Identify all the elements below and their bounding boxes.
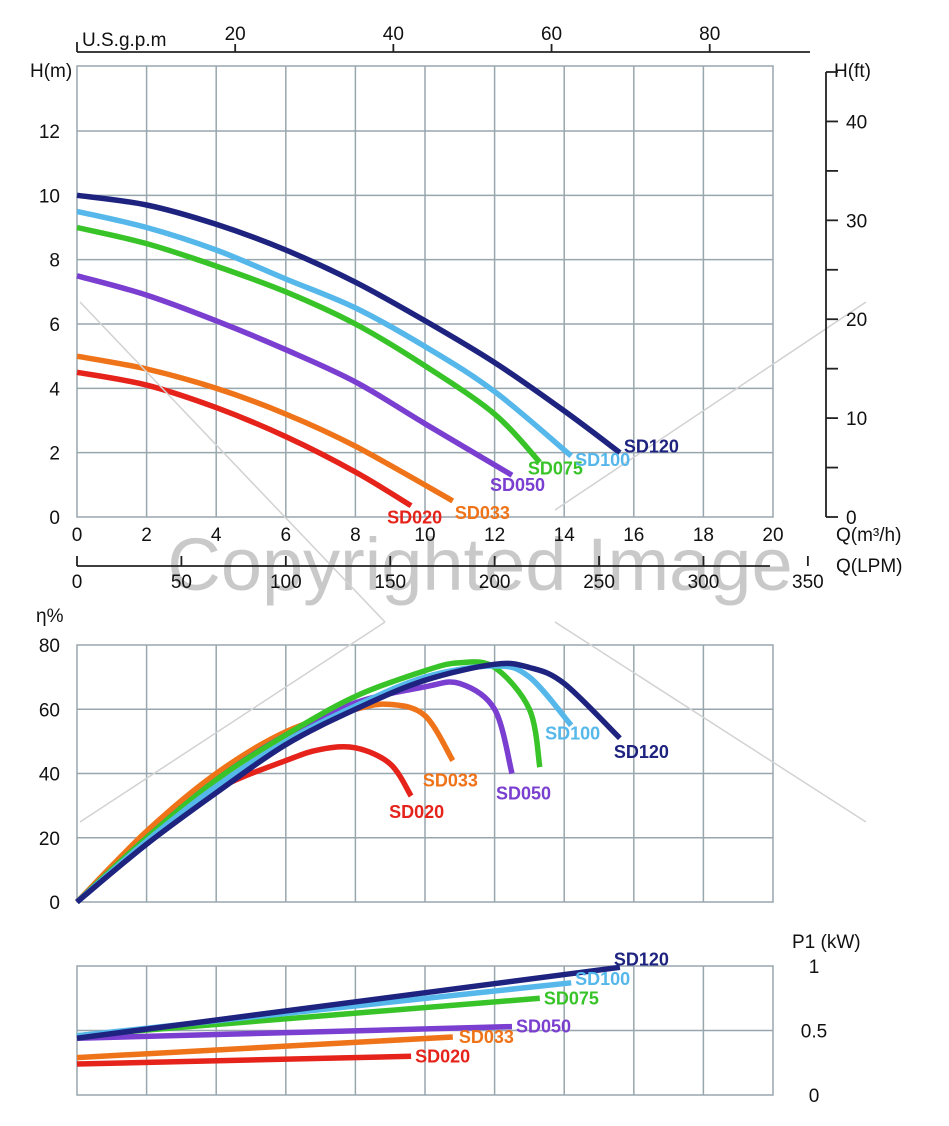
flow-m3h-tick-label: 12 (484, 525, 505, 546)
efficiency-curve-sd100 (75, 663, 574, 905)
usgpm-axis-label: U.S.g.p.m (82, 30, 166, 51)
head-y-tick-label: 0 (49, 508, 60, 529)
head-ft-tick-label: 20 (846, 310, 867, 331)
head-y-tick-label: 12 (39, 122, 60, 143)
watermark-text: Copyrighted Image (167, 523, 792, 606)
efficiency-curve-sd075 (75, 659, 543, 905)
flow-lpm-tick-label: 300 (688, 572, 720, 593)
efficiency-axis-label: η% (36, 606, 64, 627)
head-ft-tick-label: 10 (846, 409, 867, 430)
power-y-tick-label: 0.5 (801, 1022, 827, 1043)
head-y-tick-label: 8 (49, 251, 60, 272)
power-y-tick-label: 1 (809, 957, 820, 978)
flow-m3h-tick-label: 20 (762, 525, 783, 546)
power-curve-sd020 (76, 1053, 412, 1067)
head-ft-tick-label: 40 (846, 112, 867, 133)
flow-m3h-tick-label: 4 (211, 525, 222, 546)
head-curve-sd100 (76, 208, 573, 459)
flow-lpm-tick-label: 150 (374, 572, 406, 593)
efficiency-curve-sd120 (75, 660, 622, 905)
axes-layer: U.S.g.p.m H(m) H(ft) Q(m³/h) Q(LPM) η% P… (30, 24, 903, 1107)
usgpm-tick-label: 40 (383, 24, 404, 45)
flow-m3h-tick-label: 18 (693, 525, 714, 546)
efficiency-y-tick-label: 40 (39, 765, 60, 786)
flow-lpm-tick-label: 200 (479, 572, 511, 593)
head-y-tick-label: 2 (49, 444, 60, 465)
head-y-tick-label: 10 (39, 186, 60, 207)
flow-m3h-tick-label: 2 (141, 525, 152, 546)
flow-lpm-axis-label: Q(LPM) (836, 556, 903, 577)
flow-m3h-tick-label: 6 (281, 525, 292, 546)
usgpm-tick-label: 80 (699, 24, 720, 45)
power-series-label-sd075: SD075 (544, 988, 599, 1008)
efficiency-curve-sd050 (75, 679, 515, 905)
power-curve-sd120 (76, 964, 621, 1041)
head-series-label-sd075: SD075 (528, 458, 583, 478)
efficiency-series-label-sd020: SD020 (389, 802, 444, 822)
head-series-label-sd100: SD100 (575, 450, 630, 470)
head-y-tick-label: 6 (49, 315, 60, 336)
efficiency-series-label-sd050: SD050 (496, 784, 551, 804)
flow-lpm-tick-label: 250 (583, 572, 615, 593)
efficiency-y-tick-label: 20 (39, 829, 60, 850)
flow-m3h-axis-label: Q(m³/h) (836, 525, 901, 546)
usgpm-tick-label: 60 (541, 24, 562, 45)
head-ft-axis-label: H(ft) (834, 61, 871, 82)
head-series-label-sd120: SD120 (624, 437, 679, 457)
head-curve-sd075 (76, 224, 542, 465)
power-series-label-sd020: SD020 (415, 1046, 470, 1066)
watermark-diagonal-line (554, 621, 867, 823)
head-series-label-sd033: SD033 (455, 503, 510, 523)
usgpm-tick-label: 20 (225, 24, 246, 45)
watermark-diagonal-line (79, 301, 386, 623)
flow-m3h-tick-label: 8 (350, 525, 361, 546)
watermark-diagonal-line (79, 621, 386, 823)
label-layer: SD020 SD033SD050SD075SD100SD120SD020SD033… (79, 301, 867, 1066)
power-series-label-sd100: SD100 (575, 969, 630, 989)
efficiency-y-tick-label: 0 (49, 893, 60, 914)
head-ft-tick-label: 0 (846, 508, 857, 529)
power-curve-sd050 (76, 1023, 513, 1041)
flow-lpm-tick-label: 100 (270, 572, 302, 593)
power-series-label-sd033: SD033 (459, 1027, 514, 1047)
flow-lpm-tick-label: 350 (792, 572, 824, 593)
watermark-diagonal-line (554, 301, 867, 511)
head-curve-sd020 (76, 369, 413, 509)
series-layer (75, 192, 622, 1067)
flow-lpm-tick-label: 0 (72, 572, 83, 593)
efficiency-series-label-sd120: SD120 (614, 742, 669, 762)
head-series-label-sd020: SD020 (387, 508, 442, 528)
power-series-label-sd120: SD120 (614, 949, 669, 969)
efficiency-series-label-sd100: SD100 (545, 723, 600, 743)
power-axis-label: P1 (kW) (792, 932, 861, 953)
efficiency-y-tick-label: 80 (39, 636, 60, 657)
flow-m3h-tick-label: 0 (72, 525, 83, 546)
head-curve-sd050 (76, 273, 514, 478)
flow-m3h-tick-label: 10 (414, 525, 435, 546)
flow-m3h-tick-label: 16 (623, 525, 644, 546)
efficiency-series-label-sd033: SD033 (423, 771, 478, 791)
flow-lpm-tick-label: 50 (171, 572, 192, 593)
power-y-tick-label: 0 (809, 1086, 820, 1107)
head-curve-sd120 (76, 192, 622, 455)
head-series-label-sd050: SD050 (490, 475, 545, 495)
head-y-tick-label: 4 (49, 379, 60, 400)
head-m-axis-label: H(m) (30, 61, 72, 82)
head-ft-tick-label: 30 (846, 211, 867, 232)
flow-m3h-tick-label: 14 (554, 525, 576, 546)
power-series-label-sd050: SD050 (516, 1017, 571, 1037)
power-curve-sd033 (76, 1034, 453, 1061)
watermark-layer: Copyrighted Image (167, 523, 792, 606)
efficiency-y-tick-label: 60 (39, 700, 60, 721)
